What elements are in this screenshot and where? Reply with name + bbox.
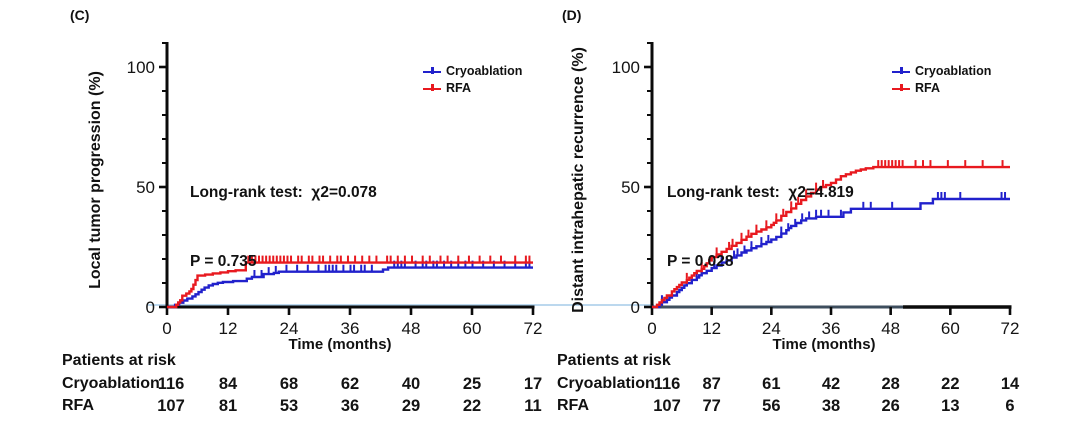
- panel-c-legend: Cryoablation RFA: [423, 64, 522, 95]
- risk-count: 107: [653, 397, 681, 415]
- x-tick-label: 24: [762, 319, 781, 338]
- risk-count: 84: [219, 375, 238, 393]
- rfa-line-symbol: [892, 83, 910, 93]
- risk-count: 26: [881, 397, 899, 415]
- risk-count: 53: [280, 397, 298, 415]
- panel-d-risk-row-cryoablation-label: Cryoablation: [557, 375, 655, 392]
- risk-count: 22: [941, 375, 959, 393]
- y-tick-label: 0: [146, 298, 155, 317]
- y-tick-label: 100: [612, 58, 640, 77]
- risk-count: 107: [157, 397, 185, 415]
- y-axis-ticks: 0 50 100: [612, 42, 652, 317]
- rfa-curve: [167, 261, 533, 309]
- risk-count: 29: [402, 397, 420, 415]
- cryoablation-curve: [167, 266, 533, 309]
- risk-count: 116: [654, 375, 681, 393]
- cryoablation-line-symbol: [892, 66, 910, 76]
- panel-c-pvalue-line: P = 0.735: [190, 253, 257, 270]
- risk-count: 62: [341, 375, 359, 393]
- x-tick-label: 48: [881, 319, 900, 338]
- cryoablation-line-symbol: [423, 66, 441, 76]
- panel-d-stats: Long-rank test: χ2=4.819 P = 0.028: [667, 135, 854, 319]
- risk-count: 116: [158, 375, 185, 393]
- legend-label-rfa: RFA: [446, 81, 471, 95]
- legend-item-cryoablation: Cryoablation: [892, 64, 991, 78]
- y-tick-label: 50: [136, 178, 155, 197]
- risk-count: 68: [280, 375, 298, 393]
- risk-count: 56: [762, 397, 780, 415]
- panel-c-stats: Long-rank test: χ2=0.078 P = 0.735: [190, 135, 377, 319]
- x-tick-label: 12: [219, 319, 238, 338]
- panel-d-y-axis-title: Distant intrahepatic recurrence (%): [570, 47, 587, 313]
- risk-count: 38: [822, 397, 840, 415]
- y-tick-label: 100: [127, 58, 155, 77]
- risk-count: 25: [463, 375, 481, 393]
- x-tick-label: 36: [822, 319, 841, 338]
- y-tick-label: 50: [621, 178, 640, 197]
- legend-label-cryoablation: Cryoablation: [915, 64, 992, 78]
- risk-count: 17: [524, 375, 542, 393]
- risk-table-numbers: 116 84 68 62 40 25 17 107 81 53 36 29 22 11: [157, 375, 542, 415]
- panel-c-y-axis-title: Local tumor progression (%): [87, 71, 104, 289]
- panel-c-risk-row-cryoablation-label: Cryoablation: [62, 375, 160, 392]
- risk-count: 81: [219, 397, 237, 415]
- panel-d-chart: 0 50 100 0 12 24 36 48 60 72 116 87 61 42 28 22 14 107 77 5…: [612, 42, 1020, 415]
- risk-count: 87: [702, 375, 720, 393]
- risk-count: 36: [341, 397, 359, 415]
- x-axis-ticks: 0 12 24 36 48 60 72: [647, 307, 1019, 338]
- x-axis-ticks: 0 12 24 36 48 60 72: [162, 307, 542, 338]
- panel-c-x-axis-title: Time (months): [288, 336, 392, 353]
- x-tick-label: 0: [162, 319, 171, 338]
- legend-item-rfa: RFA: [423, 81, 522, 95]
- y-axis-ticks: 0 50 100: [127, 42, 167, 317]
- rfa-line-symbol: [423, 83, 441, 93]
- x-tick-label: 36: [341, 319, 360, 338]
- risk-count: 77: [702, 397, 720, 415]
- panel-d-risk-row-rfa-label: RFA: [557, 397, 589, 414]
- x-tick-label: 72: [524, 319, 543, 338]
- x-tick-label: 72: [1001, 319, 1020, 338]
- rfa-censor-marks: [685, 160, 1004, 279]
- rfa-censor-marks: [247, 255, 531, 262]
- x-tick-label: 60: [463, 319, 482, 338]
- risk-count: 61: [762, 375, 780, 393]
- x-tick-label: 48: [402, 319, 421, 338]
- cryoablation-curve: [652, 197, 1010, 309]
- x-tick-label: 12: [702, 319, 721, 338]
- panel-d-logrank-line: Long-rank test: χ2=4.819: [667, 184, 854, 201]
- legend-item-rfa: RFA: [892, 81, 991, 95]
- panel-c-label: (C): [70, 7, 90, 23]
- legend-label-cryoablation: Cryoablation: [446, 64, 523, 78]
- panel-c-risk-table-title: Patients at risk: [62, 352, 176, 369]
- x-tick-label: 24: [280, 319, 299, 338]
- panel-d-label: (D): [562, 7, 582, 23]
- panel-c-chart: 0 50 100 0 12 24 36 48 60 72 116 84 68 62 40 25 17 107 81 5…: [127, 42, 542, 415]
- rfa-curve: [652, 165, 1010, 309]
- risk-count: 42: [822, 375, 840, 393]
- legend-label-rfa: RFA: [915, 81, 940, 95]
- cryoablation-censor-marks: [660, 192, 1007, 302]
- panel-d-x-axis-title: Time (months): [772, 336, 876, 353]
- panel-d-risk-table-title: Patients at risk: [557, 352, 671, 369]
- risk-count: 6: [1005, 397, 1014, 415]
- panel-c-logrank-line: Long-rank test: χ2=0.078: [190, 184, 377, 201]
- risk-count: 14: [1001, 375, 1020, 393]
- risk-count: 28: [881, 375, 899, 393]
- panel-d-pvalue-line: P = 0.028: [667, 253, 734, 270]
- x-tick-label: 60: [941, 319, 960, 338]
- x-tick-label: 0: [647, 319, 656, 338]
- y-tick-label: 0: [631, 298, 640, 317]
- risk-table-numbers: 116 87 61 42 28 22 14 107 77 56 38 26 13 6: [653, 375, 1020, 415]
- legend-item-cryoablation: Cryoablation: [423, 64, 522, 78]
- risk-count: 11: [524, 397, 541, 415]
- risk-count: 40: [402, 375, 420, 393]
- risk-count: 22: [463, 397, 481, 415]
- panel-c-risk-row-rfa-label: RFA: [62, 397, 94, 414]
- risk-count: 13: [941, 397, 959, 415]
- panel-d-legend: Cryoablation RFA: [892, 64, 991, 95]
